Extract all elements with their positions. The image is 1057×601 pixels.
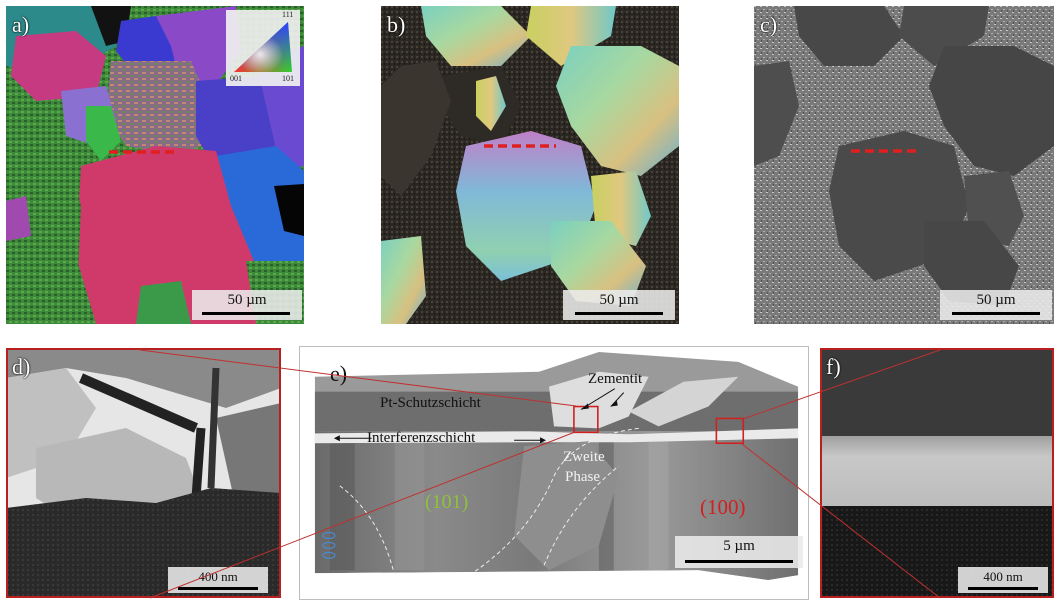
label-orientation-101: (101) [425,491,469,513]
ipf-label-101: 101 [282,74,294,83]
panel-label-b: b) [387,12,406,37]
label-zweite-phase-1: Zweite [563,449,605,465]
panel-label-d: d) [12,354,31,379]
label-orientation-100: (100) [700,495,746,519]
scale-bar-f-text: 400 nm [983,569,1023,584]
sem-grain-image [754,6,1054,324]
scale-bar-a-text: 50 µm [227,292,267,308]
ipf-label-001: 001 [230,74,242,83]
zoom-box-f [715,417,745,445]
scale-bar-e-text: 5 µm [723,538,755,554]
scale-bar-a: 50 µm [192,290,302,320]
panel-a-ebsd-map: 111 001 101 a) 50 µm [6,6,304,324]
ipf-label-111: 111 [282,10,294,19]
scale-bar-e: 5 µm [675,536,803,568]
panel-label-a: a) [12,12,30,37]
panel-label-e: e) [330,361,348,386]
scale-bar-c-text: 50 µm [976,292,1016,308]
scale-bar-b: 50 µm [563,290,675,320]
label-interferenzschicht: Interferenzschicht [367,430,476,446]
panel-c-sem-image: c) 50 µm [754,6,1054,324]
scale-bar-b-line [575,312,663,315]
panel-f-frame [820,348,1054,598]
panel-e-tem-lamella: e) Zementit Pt-Schutzschicht Interferenz… [299,346,809,600]
label-pt-schutzschicht: Pt-Schutzschicht [380,395,481,411]
label-zweite-phase-2: Phase [565,469,600,485]
panel-label-c: c) [760,12,778,37]
label-zementit: Zementit [588,371,643,387]
panel-d-frame [6,348,281,598]
scale-bar-b-text: 50 µm [599,292,639,308]
scale-bar-f-line [968,587,1038,590]
scale-bar-e-line [685,560,793,563]
scale-bar-c: 50 µm [940,290,1052,320]
scale-bar-a-line [202,312,290,315]
ipf-color-key: 111 001 101 [226,10,300,86]
optical-grain-image [381,6,679,324]
scale-bar-c-line [952,312,1040,315]
scale-bar-f: 400 nm [958,567,1048,593]
panel-b-optical-micrograph: b) 50 µm [381,6,679,324]
